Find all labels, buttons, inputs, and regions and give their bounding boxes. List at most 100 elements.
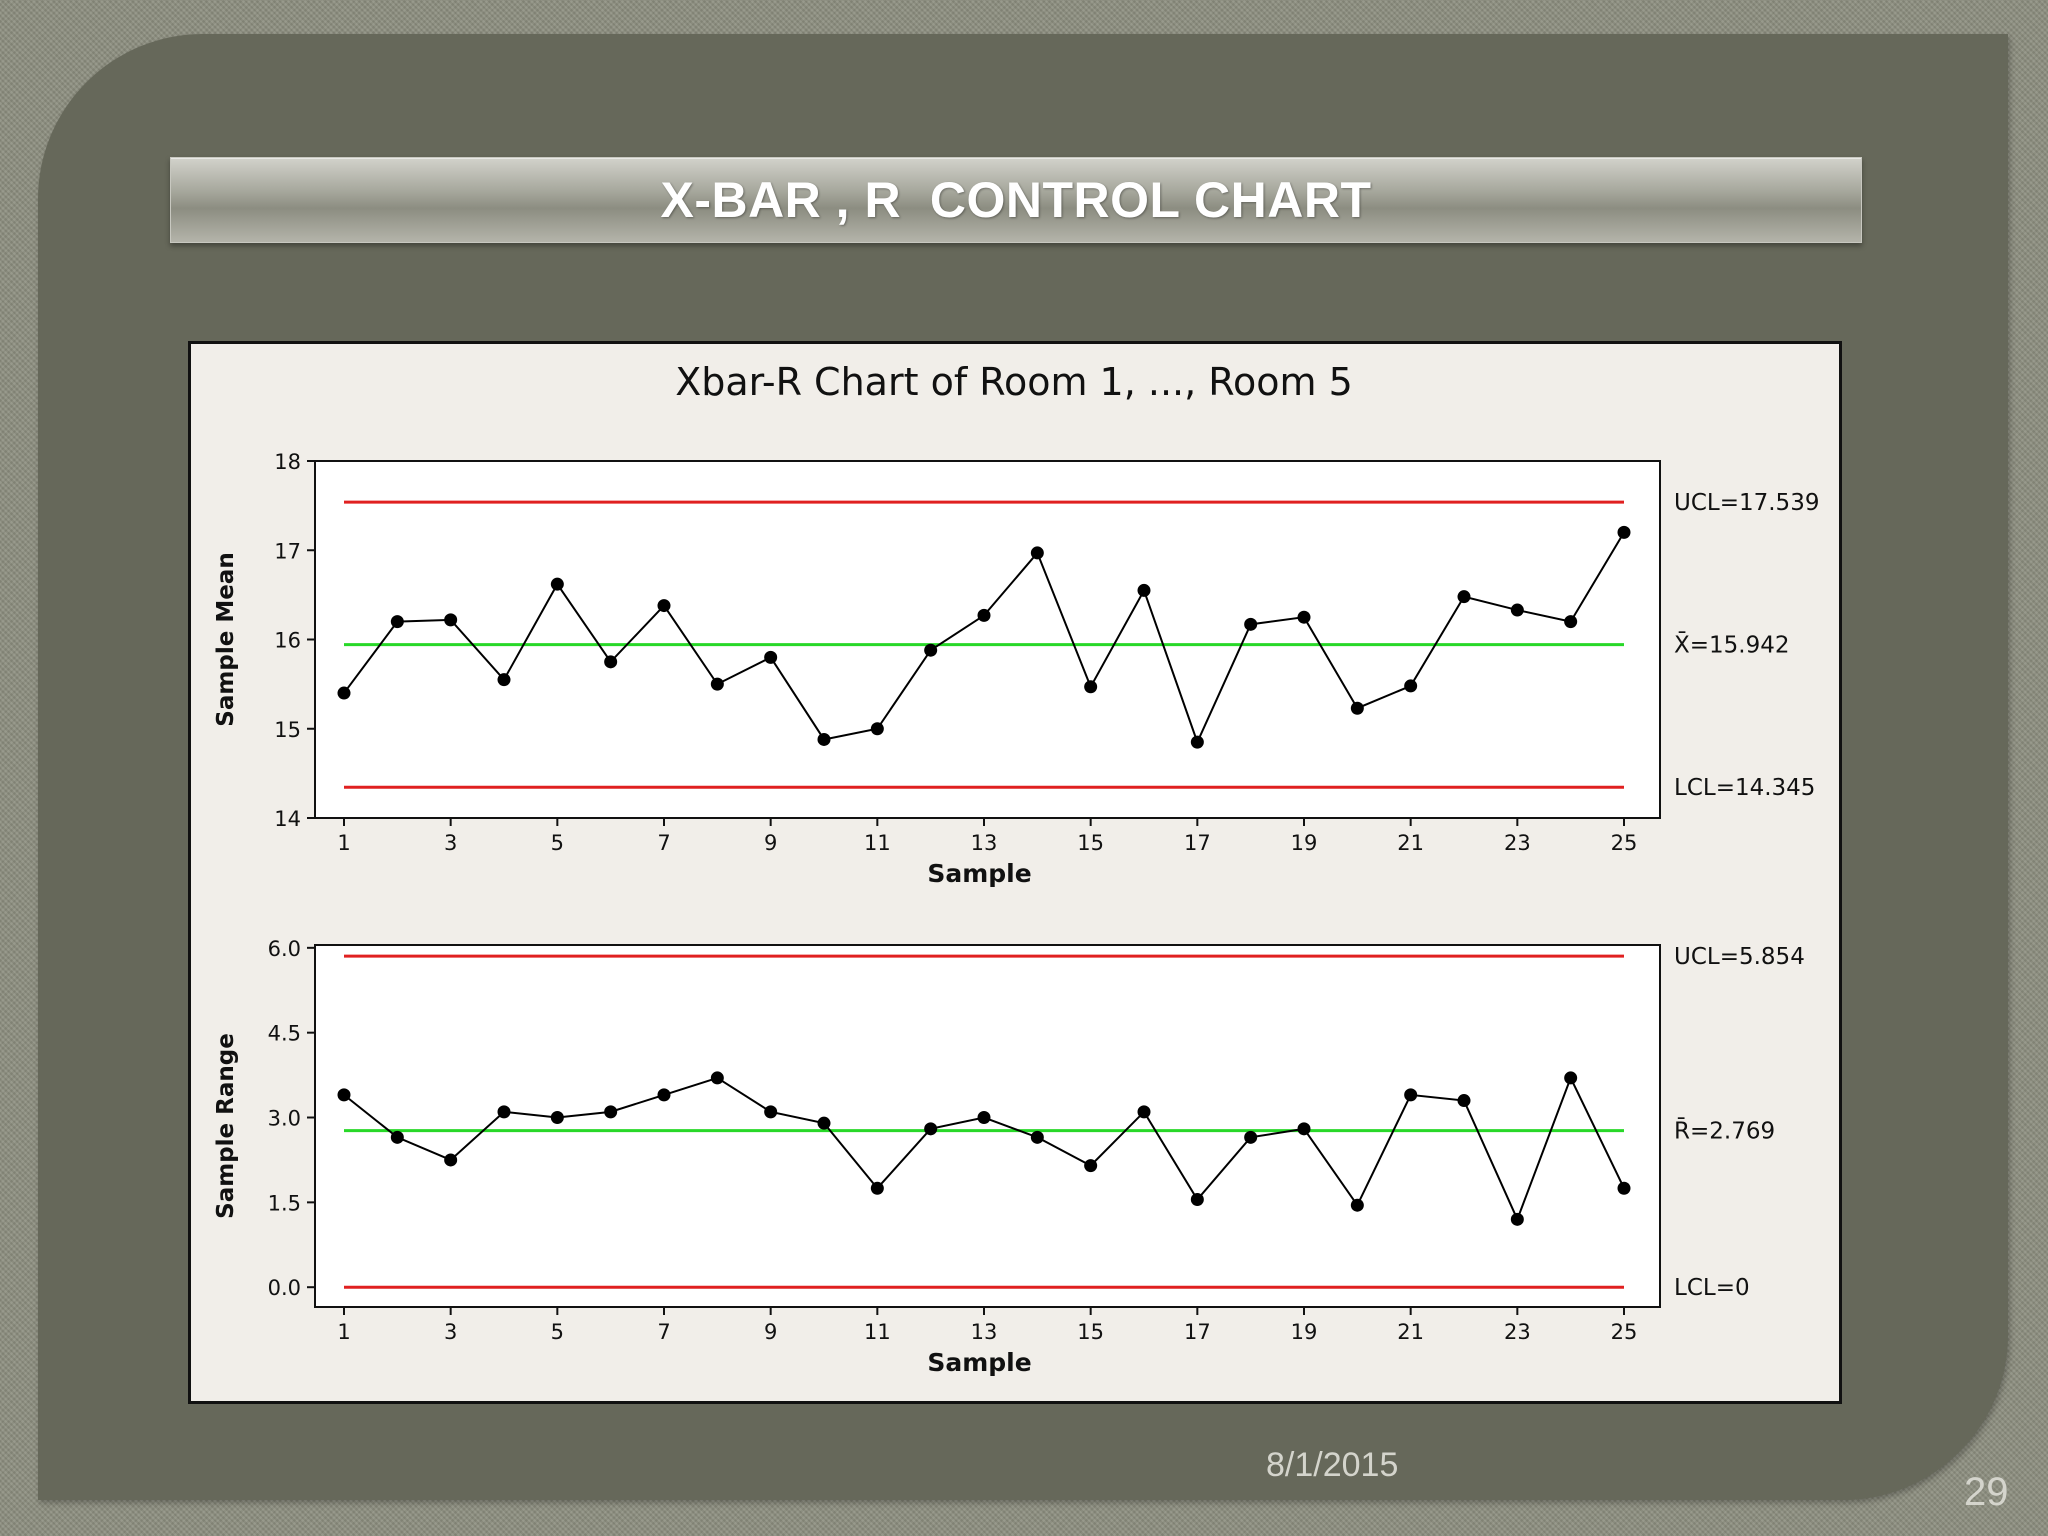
- mean-data-point: [1030, 546, 1044, 560]
- range-plot-area: [314, 944, 1661, 1308]
- mean-y-tick-label: 15: [274, 718, 301, 742]
- range-data-point: [1617, 1181, 1631, 1195]
- control-chart-figure: Xbar-R Chart of Room 1, ..., Room 5 14 15…: [188, 341, 1842, 1404]
- range-data-point: [1030, 1130, 1044, 1144]
- mean-data-point: [1457, 590, 1471, 604]
- mean-data-point: [1297, 610, 1311, 624]
- mean-data-point: [1404, 679, 1418, 693]
- mean-data-point: [1564, 615, 1578, 629]
- slide-date: 8/1/2015: [1266, 1446, 1399, 1484]
- mean-data-point: [604, 655, 618, 669]
- chart-title: Xbar-R Chart of Room 1, ..., Room 5: [675, 360, 1353, 404]
- range-data-point: [444, 1153, 458, 1167]
- mean-data-point: [870, 722, 884, 736]
- range-x-tick-label: 11: [864, 1320, 891, 1344]
- range-data-point: [1350, 1198, 1364, 1212]
- range-data-point: [977, 1111, 991, 1125]
- mean-x-tick-label: 3: [444, 831, 457, 855]
- mean-data-point: [710, 677, 724, 691]
- range-data-point: [1244, 1130, 1258, 1144]
- mean-data-point: [764, 650, 778, 664]
- mean-data-point: [1190, 735, 1204, 749]
- range-data-point: [1510, 1212, 1524, 1226]
- mean-y-axis-label: Sample Mean: [213, 552, 239, 726]
- range-x-tick-label: 1: [337, 1320, 350, 1344]
- range-x-tick-label: 21: [1397, 1320, 1424, 1344]
- mean-x-tick-label: 13: [971, 831, 998, 855]
- mean-y-tick-label: 14: [274, 807, 301, 831]
- slide-title: X-BAR , R CONTROL CHART: [660, 172, 1372, 228]
- page-number: 29: [1964, 1470, 2009, 1514]
- mean-data-point: [1617, 525, 1631, 539]
- mean-center-label: X̄=15.942: [1674, 630, 1790, 658]
- mean-x-tick-label: 19: [1291, 831, 1318, 855]
- mean-data-point: [1084, 680, 1098, 694]
- range-data-point: [710, 1071, 724, 1085]
- mean-x-tick-label: 21: [1397, 831, 1424, 855]
- range-x-tick-label: 7: [657, 1320, 670, 1344]
- mean-data-point: [390, 615, 404, 629]
- mean-data-point: [337, 686, 351, 700]
- range-x-tick-label: 5: [551, 1320, 564, 1344]
- range-data-point: [497, 1105, 511, 1119]
- range-x-tick-label: 13: [971, 1320, 998, 1344]
- mean-data-point: [817, 732, 831, 746]
- range-data-point: [924, 1122, 938, 1136]
- range-y-tick-label: 0.0: [268, 1276, 301, 1300]
- range-ucl-label: UCL=5.854: [1674, 944, 1805, 970]
- range-data-point: [817, 1116, 831, 1130]
- mean-data-point: [497, 673, 511, 687]
- mean-data-point: [924, 643, 938, 657]
- range-data-point: [604, 1105, 618, 1119]
- mean-data-point: [977, 608, 991, 622]
- range-data-point: [1564, 1071, 1578, 1085]
- range-y-tick-label: 6.0: [268, 937, 301, 961]
- range-y-tick-label: 1.5: [268, 1191, 301, 1215]
- title-banner: X-BAR , R CONTROL CHART: [170, 157, 1862, 243]
- range-y-tick-label: 4.5: [268, 1022, 301, 1046]
- mean-data-point: [550, 577, 564, 591]
- range-data-point: [1190, 1193, 1204, 1207]
- range-x-tick-label: 19: [1291, 1320, 1318, 1344]
- range-x-tick-label: 17: [1184, 1320, 1211, 1344]
- range-x-tick-label: 25: [1611, 1320, 1638, 1344]
- mean-data-point: [444, 613, 458, 627]
- range-data-point: [390, 1130, 404, 1144]
- range-x-tick-label: 9: [764, 1320, 777, 1344]
- mean-x-tick-label: 1: [337, 831, 350, 855]
- mean-plot-area: [314, 460, 1661, 819]
- range-data-point: [1084, 1159, 1098, 1173]
- range-data-point: [337, 1088, 351, 1102]
- range-data-point: [550, 1111, 564, 1125]
- range-data-point: [1457, 1094, 1471, 1108]
- mean-x-tick-label: 15: [1077, 831, 1104, 855]
- mean-x-tick-label: 7: [657, 831, 670, 855]
- range-x-tick-label: 15: [1077, 1320, 1104, 1344]
- mean-x-tick-label: 5: [551, 831, 564, 855]
- range-y-axis-label: Sample Range: [213, 1033, 239, 1219]
- xbar-r-chart: Xbar-R Chart of Room 1, ..., Room 5 1415…: [213, 360, 1819, 1377]
- mean-x-tick-label: 17: [1184, 831, 1211, 855]
- mean-y-tick-label: 18: [274, 450, 301, 474]
- range-data-point: [1297, 1122, 1311, 1136]
- range-data-point: [657, 1088, 671, 1102]
- range-y-tick-label: 3.0: [268, 1107, 301, 1131]
- mean-ucl-label: UCL=17.539: [1674, 490, 1819, 516]
- mean-x-tick-label: 9: [764, 831, 777, 855]
- range-x-tick-label: 3: [444, 1320, 457, 1344]
- mean-lcl-label: LCL=14.345: [1674, 775, 1815, 801]
- mean-data-point: [1137, 583, 1151, 597]
- range-lcl-label: LCL=0: [1674, 1275, 1750, 1301]
- mean-y-tick-label: 16: [274, 629, 301, 653]
- range-x-axis-label: Sample: [927, 1348, 1031, 1377]
- mean-data-point: [1510, 603, 1524, 617]
- mean-x-tick-label: 25: [1611, 831, 1638, 855]
- range-x-tick-label: 23: [1504, 1320, 1531, 1344]
- mean-data-point: [1350, 701, 1364, 715]
- mean-y-tick-label: 17: [274, 539, 301, 563]
- mean-data-point: [657, 599, 671, 613]
- mean-x-tick-label: 11: [864, 831, 891, 855]
- range-data-point: [870, 1181, 884, 1195]
- range-data-point: [1137, 1105, 1151, 1119]
- range-data-point: [1404, 1088, 1418, 1102]
